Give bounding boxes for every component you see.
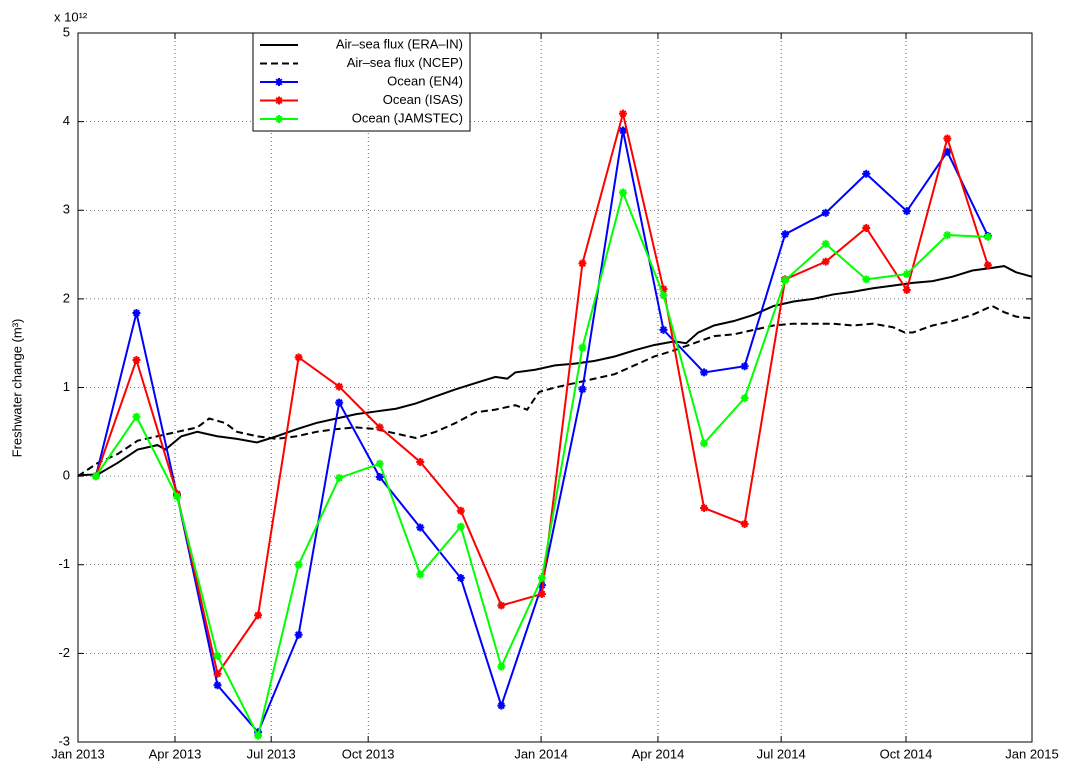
legend-marker bbox=[275, 96, 283, 105]
data-point bbox=[618, 109, 627, 118]
y-tick-label: 4 bbox=[63, 113, 70, 128]
data-point bbox=[416, 570, 425, 579]
data-point bbox=[254, 611, 263, 620]
data-point bbox=[335, 398, 344, 407]
data-point bbox=[537, 581, 546, 590]
data-point bbox=[618, 126, 627, 135]
x-tick-label: Oct 2013 bbox=[342, 746, 395, 761]
series-line bbox=[94, 113, 989, 677]
x-tick-label: Jul 2014 bbox=[757, 746, 806, 761]
data-point bbox=[862, 223, 871, 232]
data-point bbox=[943, 231, 952, 240]
data-point bbox=[497, 662, 506, 671]
data-point bbox=[821, 239, 830, 248]
data-point bbox=[375, 423, 384, 432]
legend-marker bbox=[275, 115, 283, 123]
y-tick-label: -3 bbox=[58, 733, 70, 748]
data-point bbox=[335, 382, 344, 391]
data-point bbox=[375, 473, 384, 482]
legend: Air–sea flux (ERA–IN) Air–sea flux (NCEP)… bbox=[252, 32, 471, 132]
x-tick-label: Oct 2014 bbox=[880, 746, 933, 761]
data-point bbox=[132, 356, 141, 365]
data-point bbox=[537, 574, 546, 583]
y-tick-label: 0 bbox=[63, 468, 70, 483]
data-point bbox=[578, 385, 587, 394]
data-point bbox=[375, 459, 384, 468]
legend-label: Ocean (ISAS) bbox=[383, 92, 463, 107]
y-tick-label: 5 bbox=[63, 24, 70, 39]
data-point bbox=[781, 276, 790, 285]
data-point bbox=[456, 506, 465, 515]
y-axis-label: Freshwater change (m³) bbox=[9, 319, 24, 458]
data-point bbox=[497, 601, 506, 610]
data-point bbox=[456, 574, 465, 583]
data-point bbox=[416, 523, 425, 532]
data-point bbox=[821, 208, 830, 217]
data-point bbox=[578, 343, 587, 352]
data-point bbox=[132, 309, 141, 318]
data-point bbox=[132, 412, 141, 421]
data-point bbox=[740, 362, 749, 371]
data-point bbox=[983, 232, 992, 241]
data-point bbox=[578, 259, 587, 268]
x-tick-label: Jan 2013 bbox=[51, 746, 105, 761]
legend-marker bbox=[275, 78, 283, 86]
y-tick-label: -2 bbox=[58, 645, 70, 660]
x-tick-label: Apr 2014 bbox=[632, 746, 685, 761]
data-point bbox=[172, 492, 181, 501]
data-point bbox=[943, 147, 952, 156]
series-line bbox=[77, 304, 1033, 477]
legend-label: Air–sea flux (ERA–IN) bbox=[336, 36, 463, 51]
data-point bbox=[659, 291, 668, 300]
series-line bbox=[95, 189, 988, 739]
data-point bbox=[983, 261, 992, 270]
data-point bbox=[943, 134, 952, 143]
legend-label: Air–sea flux (NCEP) bbox=[347, 55, 463, 70]
y-tick-label: -1 bbox=[58, 556, 70, 571]
data-point bbox=[294, 353, 303, 362]
data-point bbox=[700, 439, 709, 448]
data-point bbox=[618, 188, 627, 197]
x-tick-label: Apr 2013 bbox=[149, 746, 202, 761]
data-point bbox=[781, 230, 790, 239]
data-point bbox=[294, 630, 303, 639]
data-point bbox=[902, 270, 911, 279]
data-point bbox=[213, 652, 222, 661]
data-point bbox=[862, 275, 871, 284]
data-point bbox=[902, 207, 911, 216]
plot-frame bbox=[77, 32, 1033, 743]
x-tick-label: Jul 2013 bbox=[247, 746, 296, 761]
data-point bbox=[659, 285, 668, 294]
x-tick-label: Jan 2014 bbox=[514, 746, 568, 761]
data-point bbox=[740, 519, 749, 528]
series-line bbox=[77, 265, 1033, 477]
data-point bbox=[213, 681, 222, 690]
data-point bbox=[537, 589, 546, 598]
data-point bbox=[294, 560, 303, 569]
data-point bbox=[416, 457, 425, 466]
data-point bbox=[456, 522, 465, 531]
data-point bbox=[700, 368, 709, 377]
y-tick-label: 1 bbox=[63, 379, 70, 394]
y-multiplier: x 10¹² bbox=[54, 9, 88, 24]
legend-label: Ocean (JAMSTEC) bbox=[352, 110, 463, 125]
legend-label: Ocean (EN4) bbox=[387, 73, 463, 88]
y-tick-label: 2 bbox=[63, 290, 70, 305]
data-point bbox=[91, 472, 100, 481]
data-point bbox=[335, 473, 344, 482]
x-tick-label: Jan 2015 bbox=[1005, 746, 1059, 761]
data-point bbox=[902, 286, 911, 295]
data-point bbox=[254, 731, 263, 740]
y-tick-label: 3 bbox=[63, 202, 70, 217]
data-point bbox=[740, 394, 749, 403]
data-point bbox=[862, 169, 871, 178]
data-point bbox=[700, 504, 709, 513]
data-point bbox=[659, 325, 668, 334]
data-point bbox=[213, 669, 222, 678]
data-point bbox=[497, 701, 506, 710]
series-line bbox=[94, 130, 989, 735]
data-point bbox=[821, 257, 830, 266]
